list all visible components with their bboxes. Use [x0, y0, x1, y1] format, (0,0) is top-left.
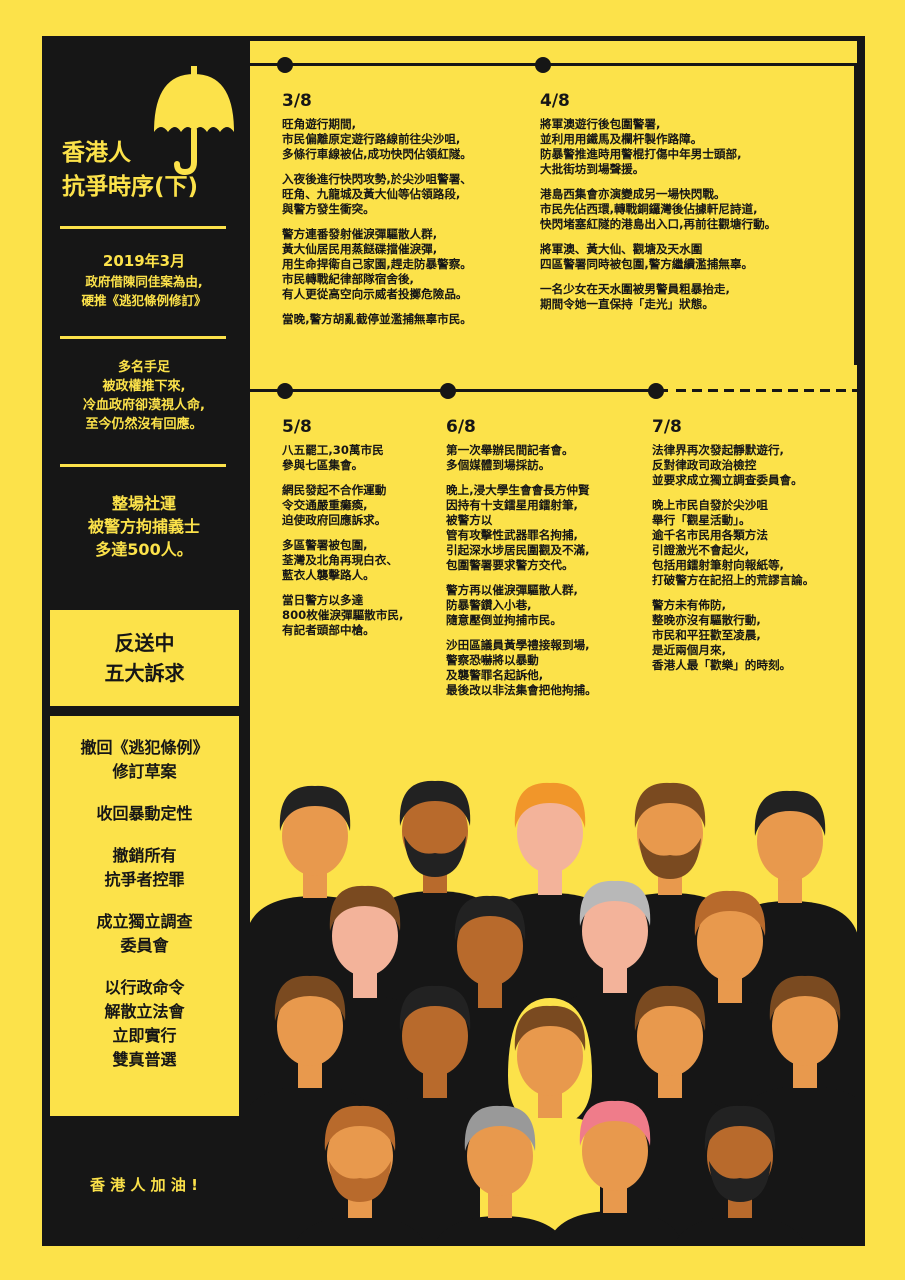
entry-paragraph: 將軍澳、黃大仙、觀塘及天水圍 四區警署同時被包圍,警方繼續濫捕無辜。 — [540, 242, 754, 271]
entry-paragraph: 當晚,警方胡亂截停並濫捕無辜市民。 — [282, 312, 472, 326]
timeline-line-top — [250, 63, 857, 66]
umbrella-icon — [154, 66, 234, 176]
timeline-dot — [277, 57, 293, 73]
entry-paragraph: 晚上市民自發於尖沙咀 舉行「觀星活動」。 逾千名市民用各類方法 引證激光不會起火, 包括… — [652, 498, 815, 587]
timeline-entry-5-8: 5/8 八五罷工,30萬市民 參與七區集會。網民發起不合作運動 令交通嚴重癱瘓, 迫使… — [282, 417, 442, 648]
para2-line-1: 多名手足 — [117, 360, 170, 375]
timeline-entry-4-8: 4/8 將軍澳遊行後包圍警署, 並利用用鐵馬及欄杆製作路障。 防暴警推進時用警棍打傷… — [540, 91, 850, 322]
entry-paragraph: 晚上,浸大學生會會長方仲賢 因持有十支鐳星用鐳射筆, 被警方以 管有攻擊性武器罪名拘捕… — [446, 483, 590, 572]
entry-paragraph: 將軍澳遊行後包圍警署, 並利用用鐵馬及欄杆製作路障。 防暴警推進時用警棍打傷中年男士… — [540, 117, 742, 176]
entry-paragraph: 警方再以催淚彈驅散人群, 防暴警鑽入小巷, 隨意壓倒並拘捕市民。 — [446, 583, 578, 627]
panel-edge — [854, 65, 857, 365]
box-line-1: 反送中 — [114, 631, 175, 655]
timeline-entry-6-8: 6/8 第一次舉辦民間記者會。 多個媒體到場採訪。晚上,浸大學生會會長方仲賢 因持有… — [446, 417, 646, 708]
entry-paragraph: 港島西集會亦演變成另一場快閃戰。 市民先佔西環,轉戰銅鑼灣後佔據軒尼詩道, 快閃堵塞… — [540, 187, 777, 231]
entry-paragraph: 沙田區議員黃學禮接報到場, 警察恐嚇將以暴動 及襲警罪名起訴他, 最後改以非法集會把他… — [446, 638, 597, 697]
entry-paragraph: 當日警方以多達 800枚催淚彈驅散市民, 有記者頭部中槍。 — [282, 593, 404, 637]
para2-line-3: 冷血政府卻漠視人命, — [83, 398, 205, 413]
demand-item: 撤銷所有 抗爭者控罪 — [104, 846, 185, 889]
entry-paragraph: 警方連番發射催淚彈驅散人群, 黃大仙居民用蒸餸碟擋催淚彈, 用生命捍衛自己家園,趕走… — [282, 227, 472, 301]
entry-paragraph: 入夜後進行快閃攻勢,於尖沙咀警署、 旺角、九龍城及黃大仙等佔領路段, 與警方發生衝突… — [282, 172, 472, 216]
timeline-dot — [440, 383, 456, 399]
entry-paragraph: 網民發起不合作運動 令交通嚴重癱瘓, 迫使政府回應訴求。 — [282, 483, 387, 527]
timeline-entry-3-8: 3/8 旺角遊行期間, 市民偏離原定遊行路線前往尖沙咀, 多條行車線被佔,成功快閃佔… — [282, 91, 532, 337]
intro-line-1: 政府借陳同佳案為由, — [85, 274, 203, 289]
timeline-panel: 3/8 旺角遊行期間, 市民偏離原定遊行路線前往尖沙咀, 多條行車線被佔,成功快閃佔… — [250, 41, 857, 1246]
entry-date: 7/8 — [652, 417, 682, 437]
timeline-dot — [277, 383, 293, 399]
timeline-entry-7-8: 7/8 法律界再次發起靜默遊行, 反對律政司政治檢控 並要求成立獨立調查委員會。晚上… — [652, 417, 857, 683]
timeline-dot — [535, 57, 551, 73]
entry-paragraph: 法律界再次發起靜默遊行, 反對律政司政治檢控 並要求成立獨立調查委員會。 — [652, 443, 803, 487]
demand-item: 撤回《逃犯條例》 修訂草案 — [80, 738, 209, 781]
title-line-2: 抗爭時序(下) — [62, 174, 199, 200]
demand-item: 成立獨立調查 委員會 — [96, 912, 193, 955]
para3-line-3: 多達500人。 — [95, 540, 193, 559]
entry-paragraph: 一名少女在天水圍被男警員粗暴抬走, 期間令她一直保持「走光」狀態。 — [540, 282, 730, 311]
demands-list: 撤回《逃犯條例》 修訂草案 收回暴動定性 撤銷所有 抗爭者控罪 成立獨立調查 委… — [50, 716, 239, 1116]
footer-slogan: 香 港 人 加 油 ! — [90, 1176, 198, 1194]
para3-line-1: 整場社運 — [111, 494, 176, 513]
entry-paragraph: 第一次舉辦民間記者會。 多個媒體到場採訪。 — [446, 443, 574, 472]
entry-date: 6/8 — [446, 417, 476, 437]
timeline-line-dashed — [676, 389, 857, 392]
timeline-dot — [648, 383, 664, 399]
entry-date: 3/8 — [282, 91, 312, 111]
entry-paragraph: 警方未有佈防, 整晚亦沒有驅散行動, 市民和平狂歡至凌晨, 是近兩個月來, 香港人最「歡… — [652, 598, 792, 672]
demand-item: 收回暴動定性 — [96, 804, 193, 823]
para3-line-2: 被警方拘捕義士 — [87, 517, 200, 536]
entry-date: 5/8 — [282, 417, 312, 437]
demand-item: 以行政命令 解散立法會 立即實行 雙真普選 — [104, 978, 185, 1069]
poster-frame: 香港人 抗爭時序(下) 2019年3月 政府借陳同佳案為由, 硬推《逃犯條例修訂… — [42, 36, 865, 1246]
sidebar-divider — [60, 226, 226, 229]
entry-paragraph: 多區警署被包圍, 荃灣及北角再現白衣、 藍衣人襲擊路人。 — [282, 538, 398, 582]
title-line-1: 香港人 — [62, 140, 131, 166]
timeline-line-middle — [250, 389, 668, 392]
intro-line-2: 硬推《逃犯條例修訂》 — [81, 293, 207, 308]
intro-date: 2019年3月 — [102, 252, 186, 270]
five-demands-header: 反送中 五大訴求 — [50, 610, 239, 706]
entry-paragraph: 旺角遊行期間, 市民偏離原定遊行路線前往尖沙咀, 多條行車線被佔,成功快閃佔領紅隧。 — [282, 117, 472, 161]
entry-paragraph: 八五罷工,30萬市民 參與七區集會。 — [282, 443, 384, 472]
para2-line-2: 被政權推下來, — [102, 379, 186, 394]
box-line-2: 五大訴求 — [104, 661, 185, 685]
crowd-illustration — [250, 780, 857, 1246]
para2-line-4: 至今仍然沒有回應。 — [85, 417, 203, 432]
entry-date: 4/8 — [540, 91, 570, 111]
sidebar-divider — [60, 464, 226, 467]
sidebar-divider — [60, 336, 226, 339]
sidebar: 香港人 抗爭時序(下) 2019年3月 政府借陳同佳案為由, 硬推《逃犯條例修訂… — [42, 36, 246, 1246]
